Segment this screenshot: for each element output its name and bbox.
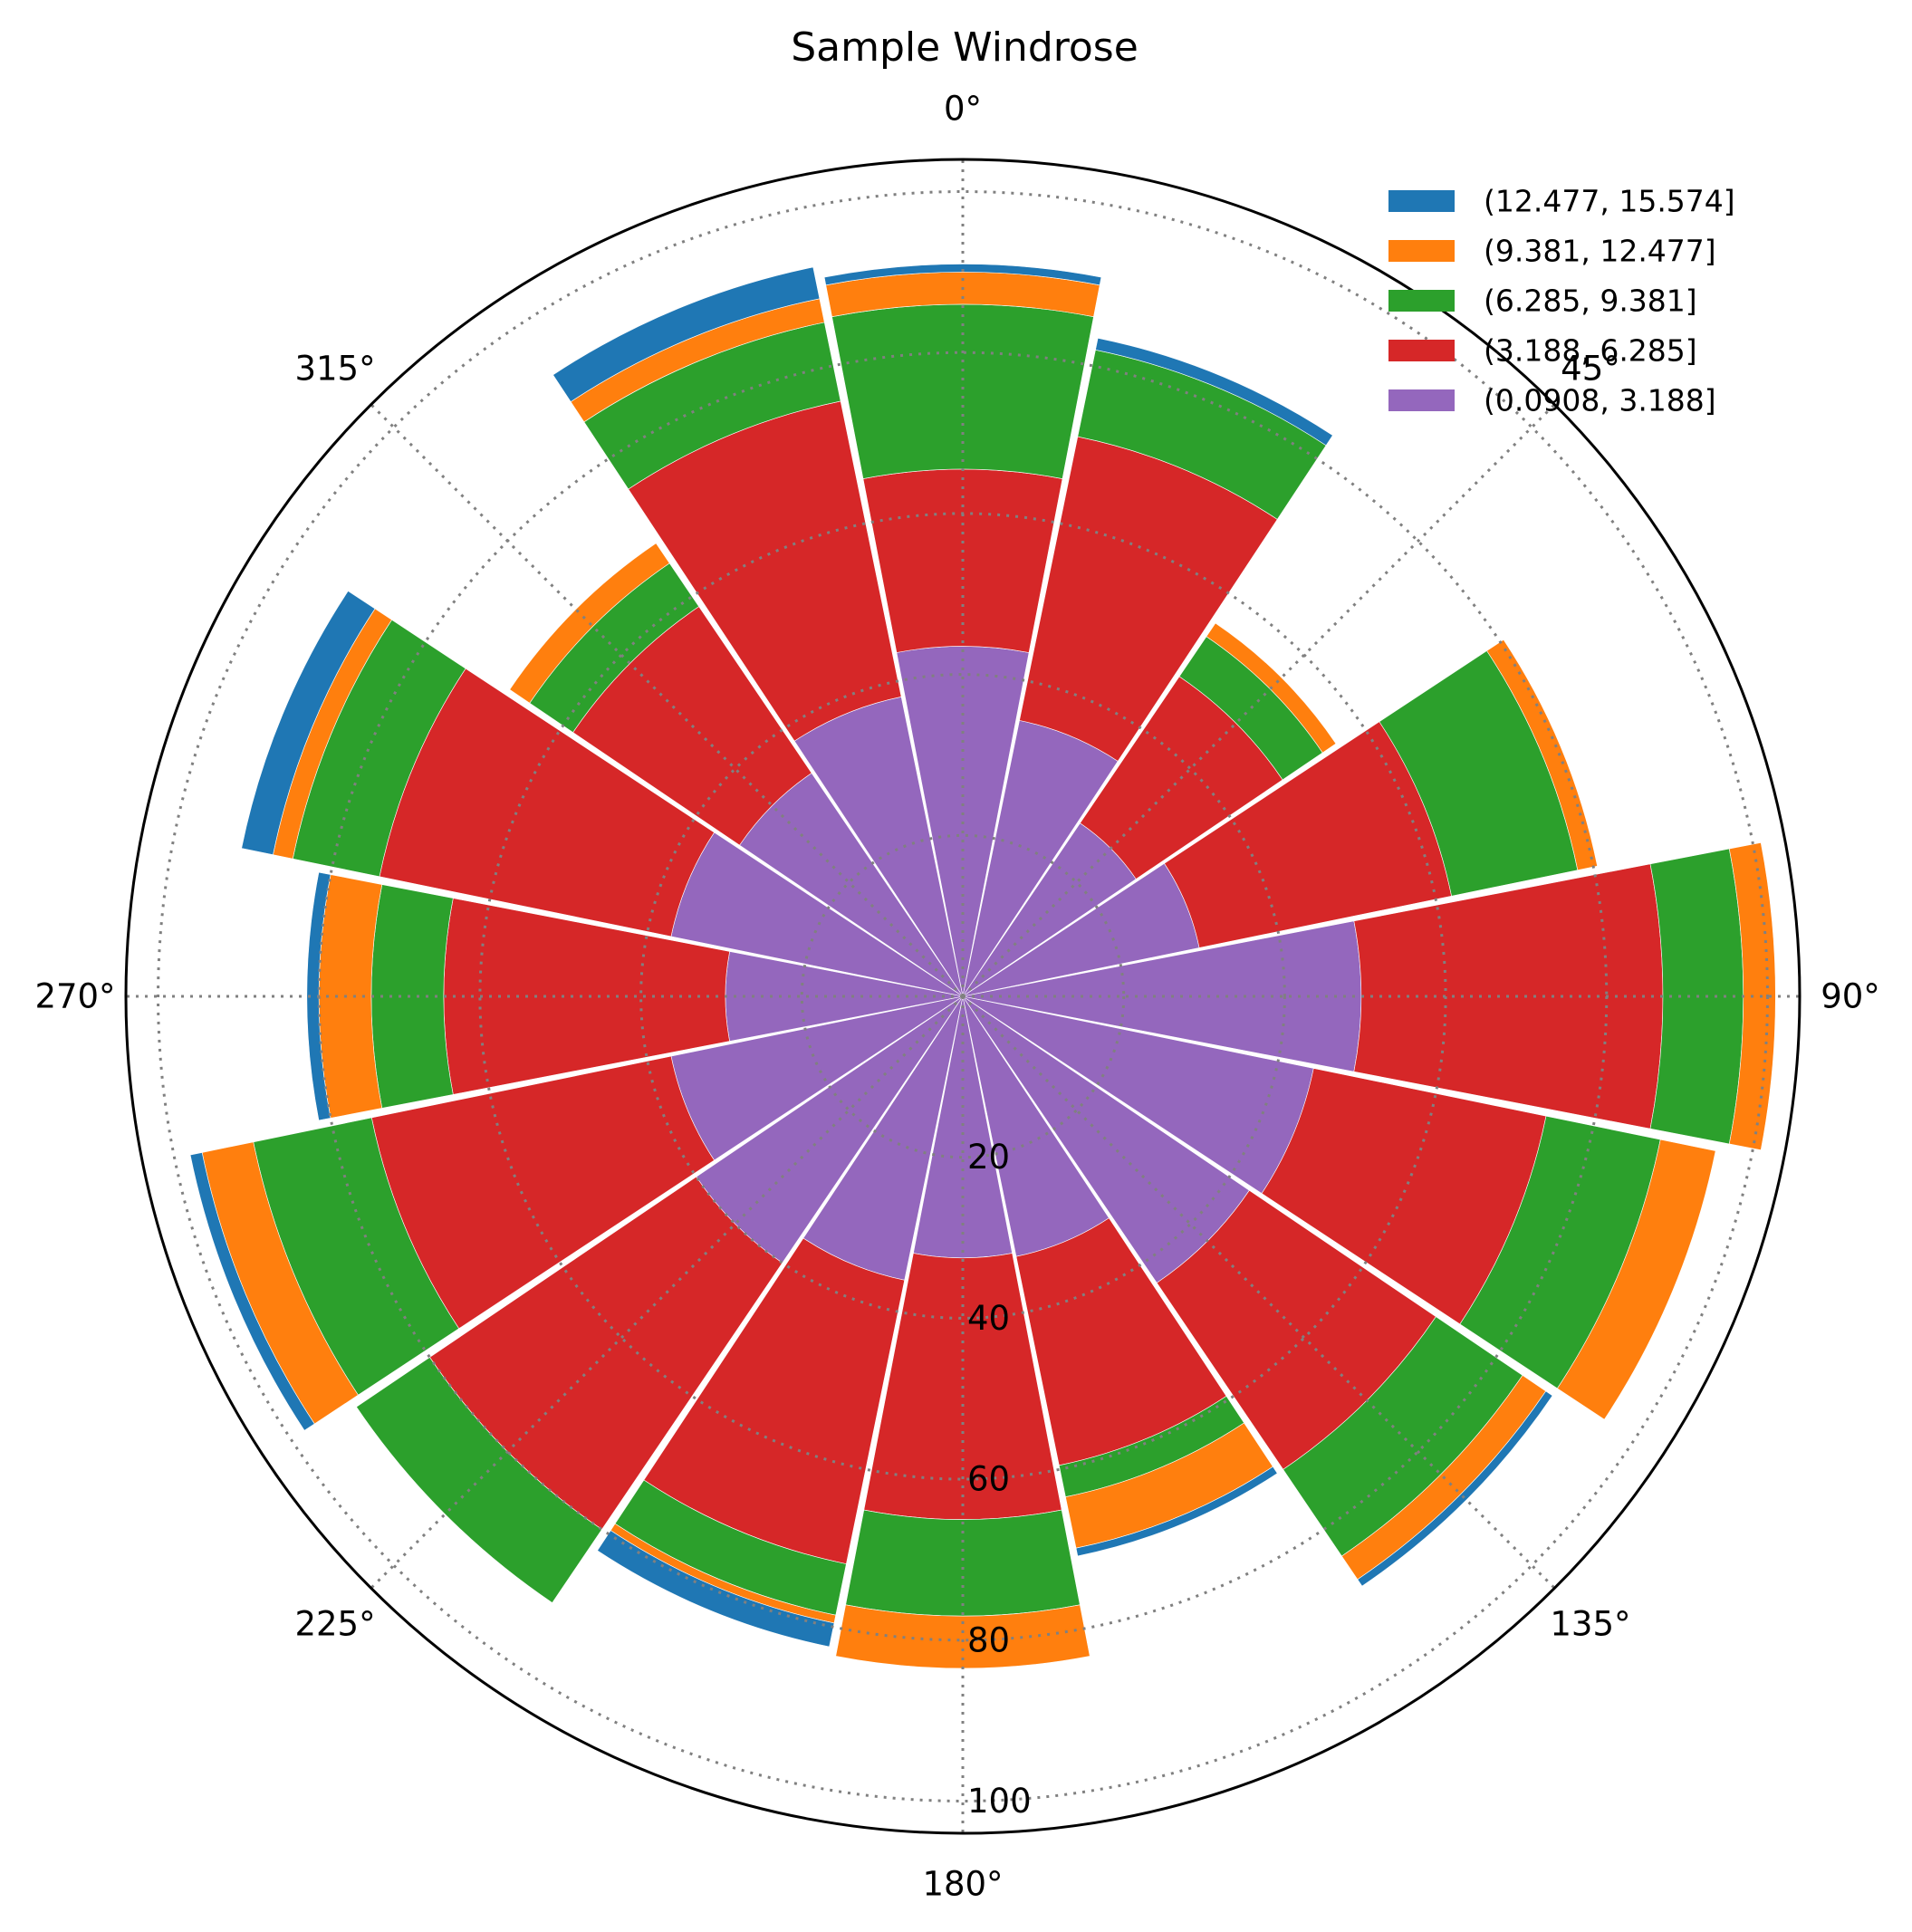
wedge-dir-180-bin-3: [835, 1604, 1091, 1669]
radial-tick-label-40: 40: [967, 1299, 1010, 1338]
radial-tick-label-100: 100: [967, 1782, 1032, 1821]
radial-labels: 20 40 60 80 100: [967, 1138, 1032, 1821]
wedge-dir-247.5-bin-4: [189, 1152, 315, 1431]
legend-swatch-1: [1388, 240, 1455, 262]
legend-label-4: (0.0908, 3.188]: [1484, 383, 1716, 418]
radial-gridline-100: [157, 190, 1769, 1802]
angular-gridline-135: [961, 995, 1556, 1590]
bars-layer: [189, 264, 1776, 1669]
legend-label-0: (12.477, 15.574]: [1484, 184, 1735, 219]
angular-gridline-45: [961, 403, 1556, 998]
angle-tick-label-90: 90°: [1821, 977, 1880, 1016]
radial-tick-label-60: 60: [967, 1460, 1010, 1499]
wedge-dir-22.5-bin-4: [1095, 337, 1333, 447]
radial-tick-label-20: 20: [967, 1138, 1010, 1177]
angular-gridline-315: [370, 403, 965, 998]
radial-gridline-60: [478, 512, 1447, 1481]
wedge-dir-180-bin-2: [845, 1509, 1081, 1617]
wedge-dir-157.5-bin-4: [1075, 1466, 1278, 1557]
angle-tick-label-315: 315°: [294, 350, 375, 389]
legend-label-3: (3.188, 6.285]: [1484, 333, 1697, 369]
legend-swatch-4: [1388, 389, 1455, 411]
wedge-dir-270-bin-2: [370, 884, 454, 1109]
wedge-dir-67.5-bin-3: [1486, 639, 1598, 871]
legend-label-2: (6.285, 9.381]: [1484, 284, 1697, 319]
radial-gridline-20: [800, 833, 1126, 1159]
chart-title: Sample Windrose: [791, 24, 1139, 71]
wedge-dir-112.5-bin-3: [1557, 1139, 1716, 1420]
legend-label-1: (9.381, 12.477]: [1484, 234, 1716, 269]
radial-gridline-40: [639, 673, 1286, 1320]
wedge-dir-202.5-bin-4: [597, 1530, 835, 1648]
angle-tick-label-180: 180°: [922, 1865, 1003, 1904]
legend: (12.477, 15.574] (9.381, 12.477] (6.285, 9…: [1388, 184, 1735, 418]
polar-outer-boundary: [124, 158, 1802, 1835]
angle-tick-label-270: 270°: [34, 977, 115, 1016]
angle-labels: 0° 45° 90° 135° 180° 225° 270° 315°: [34, 90, 1879, 1904]
angular-gridline-225: [370, 995, 965, 1590]
wedge-dir-0-bin-4: [823, 264, 1102, 286]
wedge-dir-337.5-bin-4: [552, 266, 821, 402]
wedge-dir-292.5-bin-4: [241, 591, 376, 856]
radial-tick-label-80: 80: [967, 1620, 1010, 1659]
wedge-dir-135-bin-4: [1357, 1390, 1553, 1587]
angle-tick-label-135: 135°: [1550, 1604, 1630, 1643]
wedge-dir-225-bin-2: [356, 1357, 602, 1603]
legend-swatch-3: [1388, 340, 1455, 361]
legend-swatch-0: [1388, 190, 1455, 212]
legend-swatch-2: [1388, 290, 1455, 312]
grid-layer: [126, 159, 1800, 1833]
angle-tick-label-225: 225°: [294, 1604, 375, 1643]
angle-tick-label-45: 45°: [1561, 350, 1620, 389]
angle-tick-label-0: 0°: [944, 90, 982, 129]
